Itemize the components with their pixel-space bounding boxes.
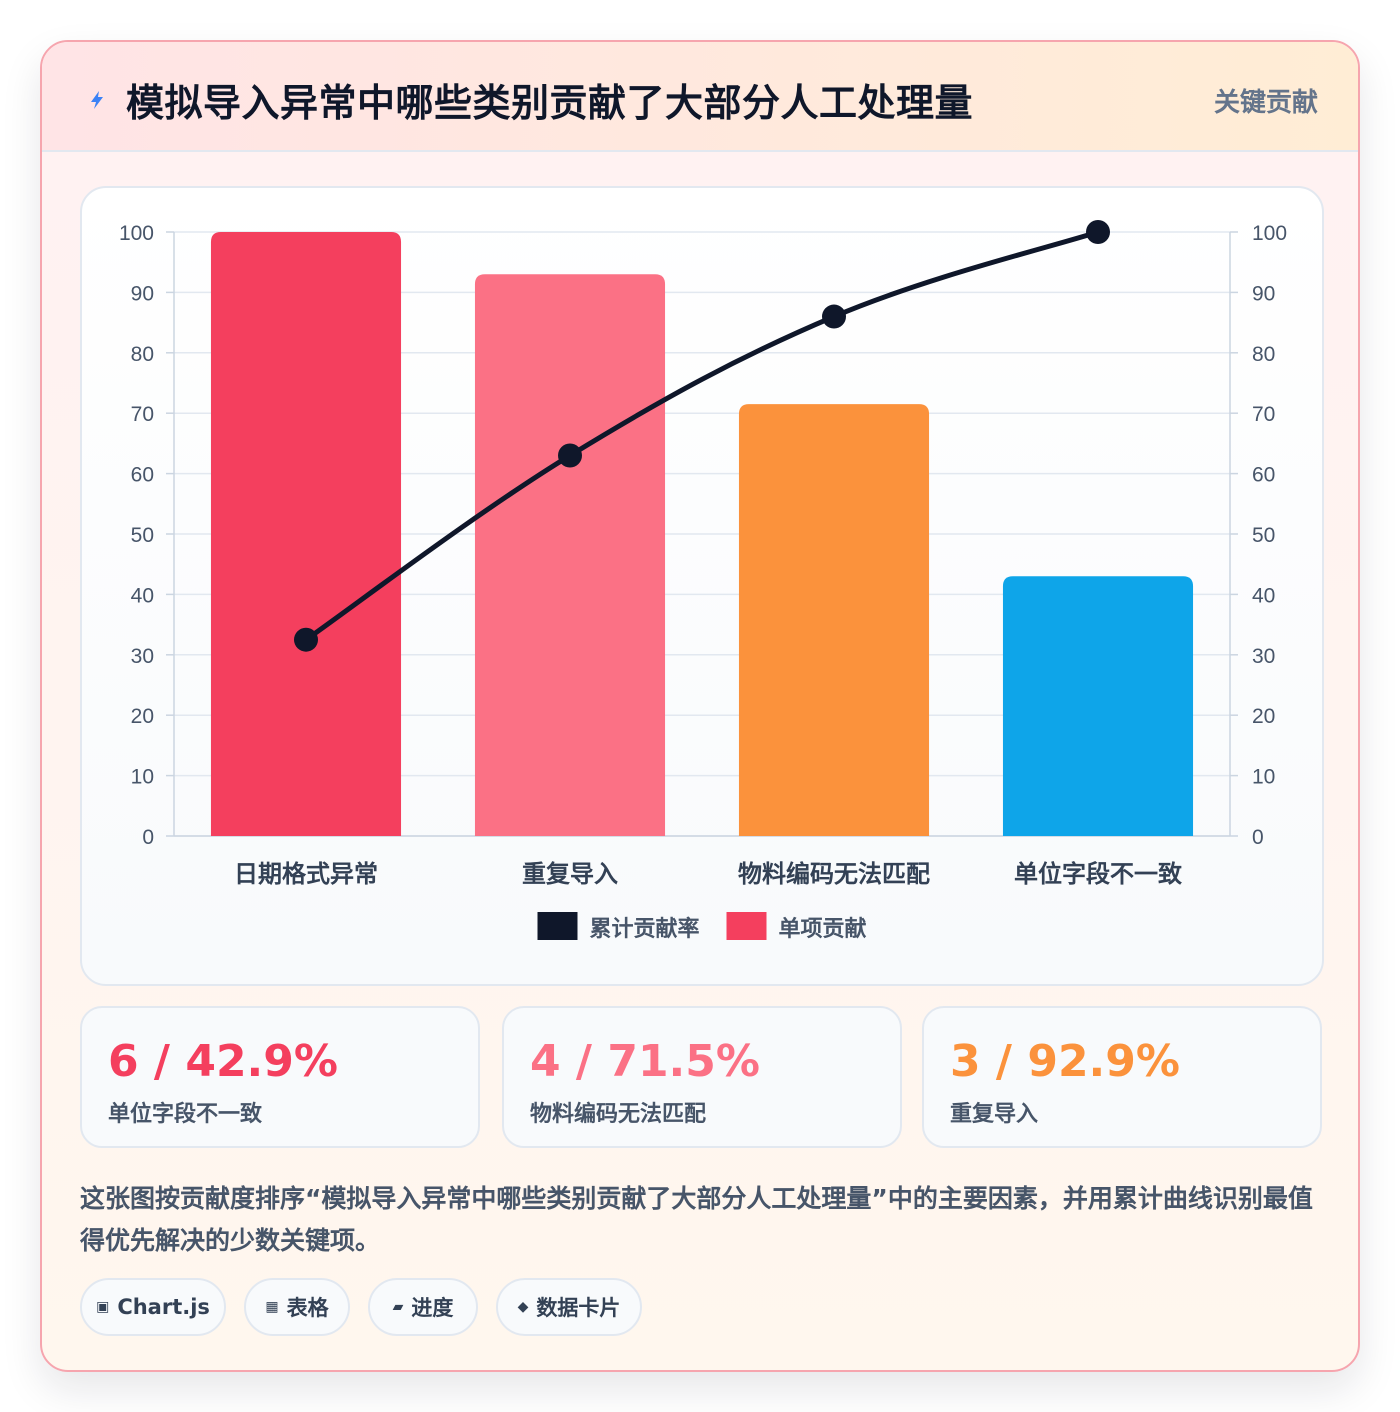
y2-tick-label: 30: [1252, 645, 1275, 668]
y-tick-label: 50: [131, 524, 154, 547]
tag-table[interactable]: ▦ 表格: [244, 1278, 350, 1336]
legend-swatch[interactable]: [537, 912, 578, 940]
cumulative-line: [303, 229, 1101, 643]
cumulative-point-2: [558, 443, 582, 468]
tag-data-card[interactable]: ◆ 数据卡片: [496, 1278, 642, 1336]
y2-tick-label: 90: [1252, 282, 1275, 305]
stat-value: 4 / 71.5%: [530, 1036, 760, 1087]
y2-tick-label: 60: [1252, 464, 1275, 487]
cumulative-point-1: [294, 627, 318, 652]
tag-label: 表格: [286, 1296, 329, 1320]
bar-2: [474, 274, 666, 836]
y-tick-label: 100: [119, 222, 154, 245]
y-tick-label: 80: [131, 343, 154, 366]
card-header: 模拟导入异常中哪些类别贡献了大部分人工处理量 关键贡献: [42, 42, 1358, 152]
stat-card-3: 3 / 92.9% 重复导入: [922, 1006, 1322, 1148]
tag-chartjs[interactable]: ▣ Chart.js: [80, 1278, 226, 1336]
bar-3: [738, 404, 930, 836]
y-tick-label: 10: [131, 766, 154, 789]
y-tick-label: 90: [131, 282, 154, 305]
x-tick-label: 物料编码无法匹配: [738, 860, 930, 888]
x-tick-label: 重复导入: [522, 860, 618, 888]
y2-tick-label: 0: [1252, 826, 1264, 849]
stat-label: 单位字段不一致: [108, 1102, 263, 1127]
y-tick-label: 70: [131, 403, 154, 426]
y2-tick-label: 40: [1252, 584, 1275, 607]
chart-card: 模拟导入异常中哪些类别贡献了大部分人工处理量 关键贡献 0 10 20 30 40 50 6…: [40, 40, 1360, 1372]
bar-4: [1002, 576, 1194, 836]
legend-label[interactable]: 单项贡献: [779, 916, 867, 942]
chart-description: 这张图按贡献度排序“模拟导入异常中哪些类别贡献了大部分人工处理量”中的主要因素，…: [80, 1184, 1313, 1255]
lightning-icon: [91, 91, 103, 109]
y-tick-label: 60: [131, 464, 154, 487]
stat-card-2: 4 / 71.5% 物料编码无法匹配: [502, 1006, 902, 1148]
y2-tick-label: 80: [1252, 343, 1275, 366]
progress-icon: ▰: [392, 1299, 404, 1315]
y2-tick-label: 50: [1252, 524, 1275, 547]
cumulative-point-3: [822, 304, 846, 329]
grid-icon: ▦: [265, 1299, 279, 1315]
header-badge: 关键贡献: [1213, 88, 1318, 118]
y2-tick-label: 100: [1252, 222, 1287, 245]
tag-label: 进度: [411, 1296, 454, 1320]
chart-panel: 0 10 20 30 40 50 60 70 80 90 100 0 10 20 30 40 50 60 70 80 9…: [80, 186, 1324, 986]
stat-label: 重复导入: [950, 1102, 1039, 1127]
stat-value: 6 / 42.9%: [108, 1036, 338, 1087]
y-tick-label: 0: [142, 826, 154, 849]
stat-value: 3 / 92.9%: [950, 1036, 1180, 1087]
cumulative-point-4: [1086, 220, 1110, 244]
bar-1: [210, 232, 402, 836]
x-tick-label: 单位字段不一致: [1014, 860, 1183, 888]
legend-label[interactable]: 累计贡献率: [590, 916, 700, 942]
pareto-chart: 0 10 20 30 40 50 60 70 80 90 100 0 10 20 30 40 50 60 70 80 9…: [119, 220, 1287, 942]
y2-tick-label: 20: [1252, 705, 1275, 728]
tag-progress[interactable]: ▰ 进度: [368, 1278, 478, 1336]
stat-card-1: 6 / 42.9% 单位字段不一致: [80, 1006, 480, 1148]
y2-tick-label: 10: [1252, 766, 1275, 789]
diamond-icon: ◆: [517, 1299, 529, 1315]
tag-label: 数据卡片: [536, 1296, 621, 1320]
square-icon: ▣: [96, 1299, 110, 1315]
stat-label: 物料编码无法匹配: [530, 1102, 707, 1127]
y-tick-label: 20: [131, 705, 154, 728]
y-tick-label: 40: [131, 584, 154, 607]
legend-swatch[interactable]: [726, 912, 767, 940]
tag-label: Chart.js: [117, 1295, 210, 1319]
x-tick-label: 日期格式异常: [234, 860, 378, 888]
page-title: 模拟导入异常中哪些类别贡献了大部分人工处理量: [126, 81, 974, 125]
y2-tick-label: 70: [1252, 403, 1275, 426]
y-tick-label: 30: [131, 645, 154, 668]
